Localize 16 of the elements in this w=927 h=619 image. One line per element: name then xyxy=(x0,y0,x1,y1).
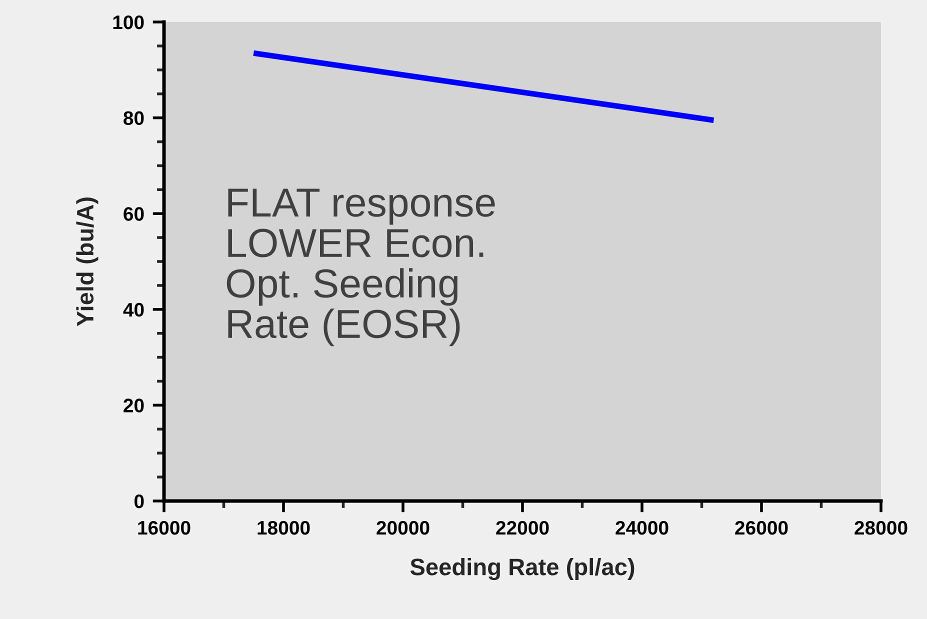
x-axis-title: Seeding Rate (pl/ac) xyxy=(410,558,634,580)
y-tick-label: 80 xyxy=(124,111,144,126)
y-tick-label: 40 xyxy=(123,302,144,317)
x-tick-label: 22000 xyxy=(496,520,549,535)
y-tick-label: 100 xyxy=(113,15,144,30)
x-tick-label: 16000 xyxy=(138,520,190,535)
y-tick-label: 60 xyxy=(124,207,144,221)
y-tick-label: 0 xyxy=(134,494,144,508)
x-tick-label: 20000 xyxy=(376,520,430,535)
x-tick-label: 28000 xyxy=(854,520,908,535)
x-tick-label: 26000 xyxy=(735,520,788,535)
x-tick-label: 18000 xyxy=(258,520,310,535)
annotation: FLAT response LOWER Econ. Opt. Seeding Rate (EOSR) xyxy=(226,188,495,346)
y-axis-title: Yield (bu/A) xyxy=(76,198,98,326)
y-tick-label: 20 xyxy=(124,398,144,412)
x-tick-label: 24000 xyxy=(616,520,668,535)
